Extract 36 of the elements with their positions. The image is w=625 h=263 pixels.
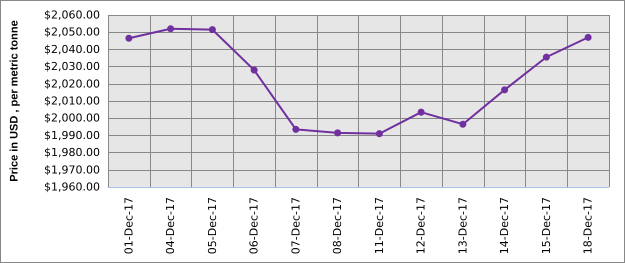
y-tick-label: $2,030.00 [44,60,100,74]
point [334,129,342,136]
y-tick-label: $1,970.00 [44,163,100,176]
point [167,25,174,32]
x-tick-label: 06-Dec-17 [248,197,261,254]
y-tick-label: $2,010.00 [44,94,100,108]
point [376,130,383,138]
point [292,126,300,133]
x-tick-label: 08-Dec-17 [331,197,344,254]
point [542,54,550,61]
x-tick-label: 18-Dec-17 [582,197,595,254]
point [459,120,466,128]
y-tick-label: $1,990.00 [44,128,100,142]
point [250,66,258,74]
x-tick-label: 11-Dec-17 [372,197,386,254]
y-tick-label: $2,000.00 [44,112,100,125]
y-tick-label: $2,040.00 [44,42,100,56]
y-tick-label: $2,050.00 [44,26,100,39]
point [584,34,592,41]
point [208,26,216,34]
x-tick-label: 05-Dec-17 [206,197,219,254]
x-tick-label: 13-Dec-17 [456,197,470,254]
y-axis-title: Price in USD , per metric tonne [8,20,20,182]
point [418,108,425,116]
y-tick-label: $2,060.00 [44,8,100,22]
x-tick-label: 04-Dec-17 [164,197,178,254]
x-tick-label: 12-Dec-17 [414,197,428,254]
x-tick-label: 01-Dec-17 [122,197,136,254]
y-tick-label: $1,980.00 [44,146,100,160]
x-tick-label: 15-Dec-17 [540,197,553,254]
point [501,86,508,94]
y-tick-label: $2,020.00 [44,77,100,90]
point [125,34,132,42]
x-tick-label: 14-Dec-17 [498,197,512,254]
y-tick-label: $1,960.00 [44,180,100,194]
x-tick-label: 07-Dec-17 [289,197,302,254]
